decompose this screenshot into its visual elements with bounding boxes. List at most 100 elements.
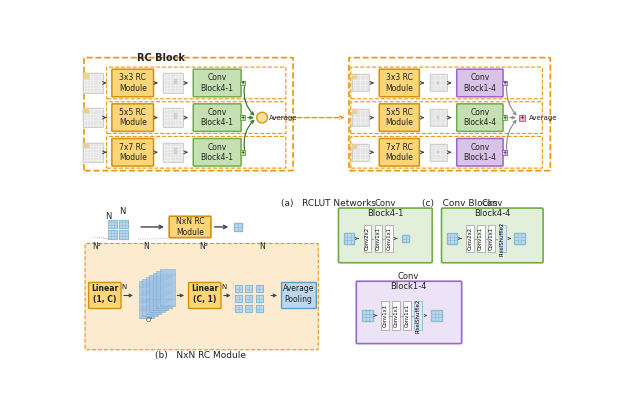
Bar [502, 115, 507, 120]
Bar [255, 285, 262, 292]
Bar [414, 301, 422, 330]
Text: +: + [241, 81, 245, 85]
Text: Conv1x1: Conv1x1 [387, 227, 392, 250]
Text: +: + [241, 150, 245, 155]
Bar [246, 295, 252, 302]
Bar [174, 81, 177, 84]
Bar [83, 73, 86, 76]
Bar [246, 305, 252, 312]
Bar [142, 279, 158, 316]
Bar [518, 115, 525, 121]
Bar [362, 310, 373, 321]
FancyBboxPatch shape [193, 104, 241, 131]
Bar [86, 143, 89, 145]
Bar [119, 230, 127, 239]
Text: NxN RC
Module: NxN RC Module [176, 217, 204, 237]
Bar [429, 109, 447, 126]
Text: 3x3 RC
Module: 3x3 RC Module [119, 73, 147, 93]
Bar [83, 73, 103, 92]
Text: Conv
Block4-1: Conv Block4-1 [367, 199, 404, 218]
Text: PixelShuffle2: PixelShuffle2 [500, 221, 505, 256]
Text: +: + [520, 115, 524, 120]
Bar [163, 143, 182, 162]
Bar [153, 273, 168, 310]
Bar [355, 146, 357, 148]
Bar [466, 225, 474, 252]
Text: Conv
Block1-4: Conv Block1-4 [463, 73, 497, 93]
Bar [355, 144, 357, 146]
Bar [174, 116, 177, 119]
Bar [255, 295, 262, 302]
Text: Conv
Block4-4: Conv Block4-4 [463, 108, 497, 127]
Text: +: + [241, 115, 245, 120]
Bar [86, 76, 89, 79]
Text: N: N [221, 284, 227, 290]
Bar [392, 301, 400, 330]
FancyBboxPatch shape [356, 281, 461, 344]
Bar [352, 146, 355, 148]
FancyBboxPatch shape [112, 69, 154, 97]
Bar [174, 79, 177, 81]
FancyBboxPatch shape [380, 139, 419, 166]
Bar [499, 225, 506, 252]
FancyBboxPatch shape [169, 216, 211, 238]
Bar [108, 230, 117, 239]
Bar [402, 235, 410, 243]
Bar [352, 112, 355, 114]
Bar [163, 108, 182, 127]
Bar [381, 301, 389, 330]
Bar [236, 285, 243, 292]
Bar [437, 117, 439, 119]
Text: RC Block: RC Block [138, 53, 186, 63]
Bar [352, 144, 355, 146]
Bar [139, 281, 154, 318]
Bar [352, 144, 369, 161]
Text: (b)   NxN RC Module: (b) NxN RC Module [155, 351, 246, 360]
FancyBboxPatch shape [442, 208, 543, 263]
Text: PixelShuffle2: PixelShuffle2 [415, 299, 420, 333]
Bar [83, 143, 86, 145]
Bar [344, 233, 355, 244]
Text: N: N [143, 243, 148, 252]
Bar [83, 76, 86, 79]
Text: N: N [120, 207, 126, 216]
Text: 5x5 RC
Module: 5x5 RC Module [385, 108, 413, 127]
Bar [146, 277, 161, 314]
Text: Conv1x1: Conv1x1 [394, 304, 399, 327]
Bar [160, 269, 175, 306]
Bar [364, 225, 371, 252]
Text: (a)   RCLUT Networks: (a) RCLUT Networks [280, 199, 376, 208]
Bar [403, 301, 411, 330]
FancyBboxPatch shape [189, 283, 221, 308]
Bar [355, 109, 357, 112]
Bar [429, 74, 447, 92]
Text: N: N [121, 284, 126, 290]
Text: Average: Average [269, 115, 298, 121]
Text: 5x5 RC
Module: 5x5 RC Module [119, 108, 147, 127]
Bar [502, 150, 507, 155]
Bar [241, 115, 245, 120]
Bar [447, 233, 458, 244]
Bar [149, 275, 165, 312]
Bar [488, 225, 495, 252]
Text: Conv
Block1-4: Conv Block1-4 [390, 272, 427, 291]
Bar [352, 77, 355, 79]
Bar [86, 108, 89, 111]
Text: +: + [502, 81, 507, 85]
Text: Conv
Block4-1: Conv Block4-1 [201, 73, 234, 93]
Text: +: + [502, 150, 507, 155]
Bar [83, 108, 103, 127]
Bar [163, 73, 182, 92]
FancyBboxPatch shape [85, 243, 318, 350]
FancyBboxPatch shape [339, 208, 432, 263]
FancyBboxPatch shape [193, 69, 241, 97]
Bar [241, 81, 245, 85]
Bar [374, 225, 382, 252]
Bar [355, 112, 357, 114]
Bar [355, 74, 357, 77]
Text: 7x7 RC
Module: 7x7 RC Module [119, 143, 147, 162]
Bar [429, 144, 447, 161]
Text: +: + [502, 115, 507, 120]
Bar [83, 143, 103, 162]
Bar [86, 145, 89, 148]
